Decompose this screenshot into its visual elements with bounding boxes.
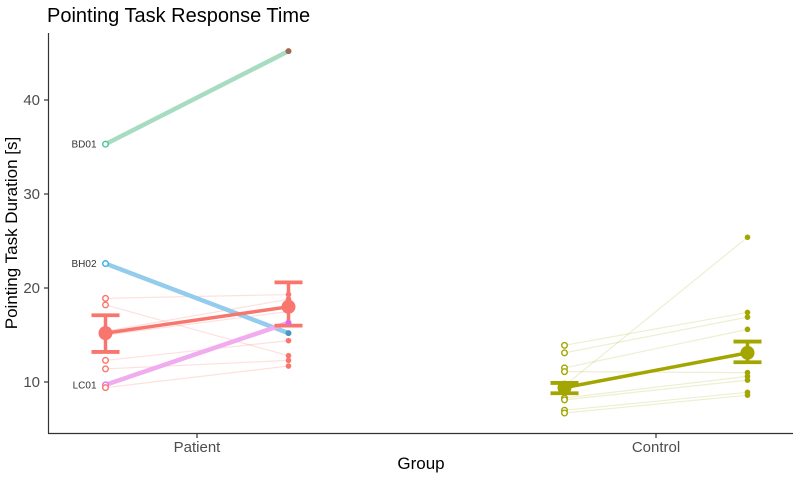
post-point xyxy=(744,309,751,316)
pre-point xyxy=(101,356,109,364)
mean-point xyxy=(281,299,296,314)
subject-line-highlight xyxy=(103,320,291,388)
y-axis-title: Pointing Task Duration [s] xyxy=(2,137,21,329)
subject-line-highlight xyxy=(103,48,291,147)
post-point xyxy=(744,377,751,383)
subject-line xyxy=(105,298,289,332)
pre-point xyxy=(561,409,569,417)
post-point xyxy=(285,352,292,359)
subject-line xyxy=(105,365,289,389)
subject-line xyxy=(564,394,748,414)
subject-line xyxy=(564,316,748,354)
subject-line xyxy=(105,304,289,357)
subject-line xyxy=(564,311,748,346)
mean-point xyxy=(557,380,572,395)
y-tick-label: 20 xyxy=(23,280,40,297)
plot-area: 10 20 30 40 Patient Control BD01 BH02 LC01 xyxy=(23,48,762,456)
subject-line xyxy=(105,340,289,361)
pre-point xyxy=(561,396,569,404)
subject-line xyxy=(564,328,748,369)
pre-point xyxy=(101,140,109,148)
subject-line xyxy=(564,371,748,374)
mean-line xyxy=(564,351,748,390)
post-point xyxy=(744,392,751,398)
mean-point xyxy=(740,345,755,360)
post-point xyxy=(744,326,751,333)
mean-line xyxy=(105,305,289,335)
post-point xyxy=(285,363,292,369)
pre-point xyxy=(101,294,109,302)
mean-point xyxy=(98,326,113,341)
x-tick-label: Control xyxy=(632,439,680,456)
y-tick-label: 30 xyxy=(23,186,40,203)
pre-point xyxy=(101,260,109,268)
pre-point xyxy=(101,301,109,309)
post-point xyxy=(285,337,292,344)
subject-label: LC01 xyxy=(73,380,97,391)
subject-line xyxy=(564,379,748,401)
subject-line xyxy=(105,310,289,336)
post-point xyxy=(744,234,751,241)
y-tick-label: 40 xyxy=(23,92,40,109)
pre-point xyxy=(561,368,569,376)
highlight-post-point xyxy=(285,48,292,55)
pre-point xyxy=(561,349,569,357)
post-point xyxy=(744,314,751,320)
pre-point xyxy=(561,341,569,349)
subject-line-highlight xyxy=(103,261,291,336)
highlight-post-point xyxy=(285,330,292,337)
subject-line xyxy=(564,391,748,411)
highlight-post-point xyxy=(285,319,292,326)
x-axis-title: Group xyxy=(397,454,444,473)
subject-label: BD01 xyxy=(71,140,96,151)
post-point xyxy=(285,357,292,364)
chart-title: Pointing Task Response Time xyxy=(47,5,310,27)
subject-label: BH02 xyxy=(71,259,96,270)
y-tick-label: 10 xyxy=(23,374,40,391)
x-tick-label: Patient xyxy=(174,439,222,456)
pre-point xyxy=(101,365,109,373)
pre-point xyxy=(101,384,109,392)
subject-line xyxy=(564,375,748,399)
subject-line xyxy=(564,236,748,387)
subject-line xyxy=(105,359,289,370)
